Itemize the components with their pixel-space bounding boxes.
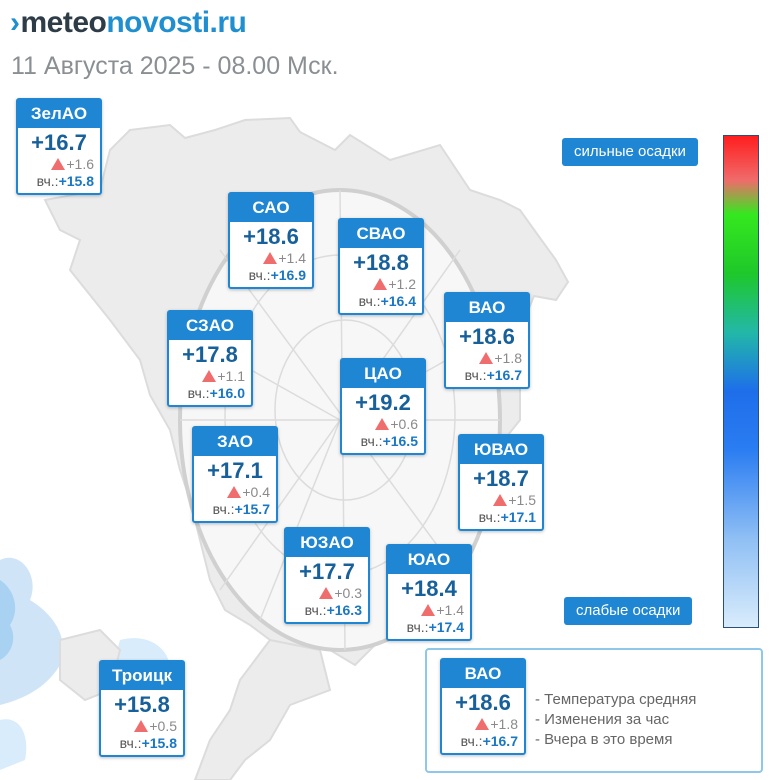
yesterday-label: вч.: — [304, 602, 327, 618]
district-yesterday: +16.7 — [486, 367, 522, 383]
district-card-yuzao: ЮЗАО +17.7 +0.3 вч.:+16.3 — [284, 527, 370, 624]
legend-temp: +18.6 — [455, 690, 511, 715]
district-yesterday: +16.9 — [270, 267, 306, 283]
up-triangle-icon — [134, 720, 149, 732]
yesterday-label: вч.: — [119, 735, 142, 751]
rain-area — [0, 580, 16, 660]
up-triangle-icon — [421, 604, 436, 616]
up-triangle-icon — [227, 486, 242, 498]
up-triangle-icon — [479, 352, 494, 364]
yesterday-label: вч.: — [187, 385, 210, 401]
district-temp: +16.7 — [31, 130, 87, 155]
up-triangle-icon — [373, 278, 388, 290]
yesterday-label: вч.: — [478, 509, 501, 525]
district-yesterday: +16.5 — [382, 433, 418, 449]
scale-label-light: слабые осадки — [564, 597, 693, 625]
district-temp: +15.8 — [114, 692, 170, 717]
district-yesterday: +16.3 — [326, 602, 362, 618]
district-delta: +1.4 — [278, 250, 306, 266]
yesterday-label: вч.: — [406, 619, 429, 635]
yesterday-label: вч.: — [464, 367, 487, 383]
district-temp: +17.8 — [182, 342, 238, 367]
legend-line-change: - Изменения за час — [535, 711, 670, 728]
district-name: ЗелАО — [18, 100, 100, 128]
district-yesterday: +15.8 — [58, 173, 94, 189]
district-delta: +1.1 — [217, 368, 245, 384]
district-name: ЮВАО — [460, 436, 542, 464]
district-name: ЦАО — [342, 360, 424, 388]
district-temp: +18.6 — [243, 224, 299, 249]
district-delta: +0.5 — [149, 718, 177, 734]
district-delta: +1.4 — [436, 602, 464, 618]
up-triangle-icon — [375, 418, 390, 430]
district-card-troitsk: Троицк +15.8 +0.5 вч.:+15.8 — [99, 660, 185, 757]
district-card-szao: СЗАО +17.8 +1.1 вч.:+16.0 — [167, 310, 253, 407]
district-temp: +18.8 — [353, 250, 409, 275]
site-logo[interactable]: ›meteonovosti.ru — [10, 6, 247, 39]
legend-line-yesterday: - Вчера в это время — [535, 731, 673, 748]
district-card-yuvao: ЮВАО +18.7 +1.5 вч.:+17.1 — [458, 434, 544, 531]
district-name: СЗАО — [169, 312, 251, 340]
scale-label-heavy: сильные осадки — [562, 138, 698, 166]
up-triangle-icon — [202, 370, 217, 382]
moscow-territory — [193, 638, 332, 780]
district-delta: +1.2 — [388, 276, 416, 292]
district-yesterday: +17.4 — [428, 619, 464, 635]
district-yesterday: +16.0 — [209, 385, 245, 401]
up-triangle-icon — [475, 718, 490, 730]
district-name: САО — [230, 194, 312, 222]
date-time: 11 Августа 2025 - 08.00 Мск. — [11, 52, 339, 80]
district-delta: +1.6 — [66, 156, 94, 172]
district-name: ВАО — [446, 294, 528, 322]
district-name: ЮЗАО — [286, 529, 368, 557]
yesterday-label: вч.: — [212, 501, 235, 517]
district-delta: +0.4 — [242, 484, 270, 500]
district-temp: +18.7 — [473, 466, 529, 491]
legend-name: ВАО — [442, 660, 524, 688]
district-card-vao: ВАО +18.6 +1.8 вч.:+16.7 — [444, 292, 530, 389]
district-temp: +19.2 — [355, 390, 411, 415]
district-temp: +18.4 — [401, 576, 457, 601]
yesterday-label: вч.: — [248, 267, 271, 283]
district-delta: +1.5 — [508, 492, 536, 508]
precipitation-color-scale — [723, 135, 759, 628]
yesterday-label: вч.: — [36, 173, 59, 189]
district-temp: +17.7 — [299, 559, 355, 584]
district-card-sao: САО +18.6 +1.4 вч.:+16.9 — [228, 192, 314, 289]
district-delta: +1.8 — [494, 350, 522, 366]
district-card-cao: ЦАО +19.2 +0.6 вч.:+16.5 — [340, 358, 426, 455]
district-card-zao: ЗАО +17.1 +0.4 вч.:+15.7 — [192, 426, 278, 523]
district-temp: +17.1 — [207, 458, 263, 483]
district-name: Троицк — [101, 662, 183, 690]
district-temp: +18.6 — [459, 324, 515, 349]
district-yesterday: +17.1 — [500, 509, 536, 525]
district-card-yuao: ЮАО +18.4 +1.4 вч.:+17.4 — [386, 544, 472, 641]
up-triangle-icon — [263, 252, 278, 264]
rain-area — [0, 719, 27, 770]
district-delta: +0.3 — [334, 585, 362, 601]
legend-example-card: ВАО +18.6 +1.8 вч.:+16.7 — [440, 658, 526, 755]
up-triangle-icon — [319, 587, 334, 599]
yesterday-label: вч.: — [460, 733, 483, 749]
up-triangle-icon — [493, 494, 508, 506]
district-name: ЮАО — [388, 546, 470, 574]
rain-area — [0, 557, 64, 705]
legend-descriptions: - Температура средняя - Изменения за час… — [535, 690, 696, 750]
district-card-svao: СВАО +18.8 +1.2 вч.:+16.4 — [338, 218, 424, 315]
district-card-zelao: ЗелАО +16.7 +1.6 вч.:+15.8 — [16, 98, 102, 195]
district-name: СВАО — [340, 220, 422, 248]
yesterday-label: вч.: — [358, 293, 381, 309]
district-yesterday: +15.7 — [234, 501, 270, 517]
district-yesterday: +15.8 — [141, 735, 177, 751]
legend-delta: +1.8 — [490, 716, 518, 732]
legend-line-temp: - Температура средняя — [535, 691, 697, 708]
district-delta: +0.6 — [390, 416, 418, 432]
district-name: ЗАО — [194, 428, 276, 456]
district-yesterday: +16.4 — [380, 293, 416, 309]
yesterday-label: вч.: — [360, 433, 383, 449]
legend-yesterday: +16.7 — [482, 733, 518, 749]
up-triangle-icon — [51, 158, 66, 170]
